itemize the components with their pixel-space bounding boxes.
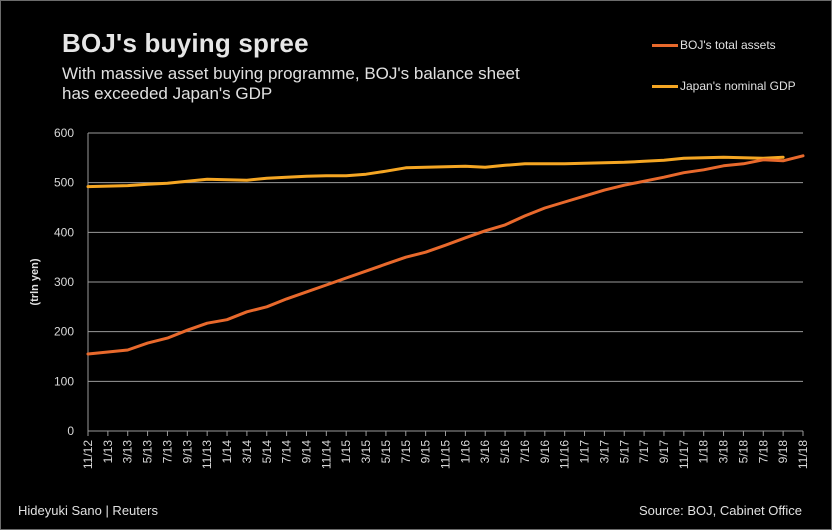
x-tick-label: 11/17 (677, 440, 691, 469)
x-tick-label: 11/12 (81, 440, 95, 469)
x-tick-label: 5/15 (379, 440, 393, 464)
legend-swatch-boj-assets (652, 43, 678, 47)
x-tick-label: 3/14 (240, 440, 254, 464)
x-tick-label: 3/18 (717, 440, 731, 464)
series-line-gdp (86, 155, 785, 189)
x-axis: 11/12 1/13 3/13 5/13 7/13 9/13 11/13 1/14 3/14 5/… (81, 133, 810, 469)
source-note: Source: BOJ, Cabinet Office (638, 503, 802, 518)
x-tick-label: 3/16 (478, 440, 492, 464)
x-tick-label: 11/15 (439, 440, 453, 469)
y-tick-label: 600 (54, 126, 74, 140)
y-tick-label: 100 (54, 374, 74, 388)
chart-title: BOJ's buying spree (62, 28, 309, 58)
x-tick-label: 7/18 (756, 440, 770, 464)
x-tick-label: 5/16 (498, 440, 512, 464)
y-tick-label: 500 (54, 176, 74, 190)
x-tick-label: 3/15 (359, 440, 373, 464)
legend-label-boj-assets: BOJ's total assets (680, 38, 776, 52)
x-tick-label: 11/14 (319, 440, 333, 469)
x-tick-label: 5/14 (260, 440, 274, 464)
legend-swatch-gdp (652, 84, 678, 88)
y-tick-label: 400 (54, 225, 74, 239)
x-tick-label: 7/13 (160, 440, 174, 464)
x-tick-label: 11/16 (558, 440, 572, 469)
x-tick-label: 1/15 (339, 440, 353, 464)
x-tick-label: 7/14 (280, 440, 294, 464)
x-tick-label: 1/18 (697, 440, 711, 464)
x-tick-label: 1/13 (101, 440, 115, 464)
x-tick-label: 9/16 (538, 440, 552, 464)
x-tick-label: 5/17 (617, 440, 631, 464)
x-tick-label: 9/15 (419, 440, 433, 464)
x-tick-label: 1/16 (458, 440, 472, 464)
x-tick-label: 3/13 (121, 440, 135, 464)
chart-subtitle: With massive asset buying programme, BOJ… (62, 64, 520, 103)
legend-item-gdp: Japan's nominal GDP (652, 79, 796, 93)
x-tick-label: 9/17 (657, 440, 671, 464)
y-tick-label: 0 (67, 424, 74, 438)
legend-label-gdp: Japan's nominal GDP (680, 79, 796, 93)
series-line-boj-assets (86, 154, 805, 356)
x-tick-label: 9/14 (299, 440, 313, 464)
gridlines (88, 132, 803, 382)
x-tick-label: 3/17 (597, 440, 611, 464)
byline: Hideyuki Sano | Reuters (18, 503, 158, 518)
x-tick-label: 1/14 (220, 440, 234, 464)
y-axis-label: (trln yen) (29, 258, 41, 305)
x-tick-label: 7/15 (399, 440, 413, 464)
y-axis-ticks: 0 100 200 300 400 500 600 (54, 126, 74, 438)
legend-item-boj-assets: BOJ's total assets (652, 38, 776, 52)
x-tick-label: 7/16 (518, 440, 532, 464)
x-tick-label: 11/18 (796, 440, 810, 469)
x-tick-label: 1/17 (578, 440, 592, 464)
x-tick-label: 7/17 (637, 440, 651, 464)
x-tick-label: 9/18 (776, 440, 790, 464)
x-tick-label: 11/13 (200, 440, 214, 469)
x-tick-label: 5/18 (736, 440, 750, 464)
series-lines (86, 154, 805, 356)
y-tick-label: 200 (54, 325, 74, 339)
x-tick-label: 5/13 (141, 440, 155, 464)
x-tick-label: 9/13 (180, 440, 194, 464)
y-tick-label: 300 (54, 275, 74, 289)
